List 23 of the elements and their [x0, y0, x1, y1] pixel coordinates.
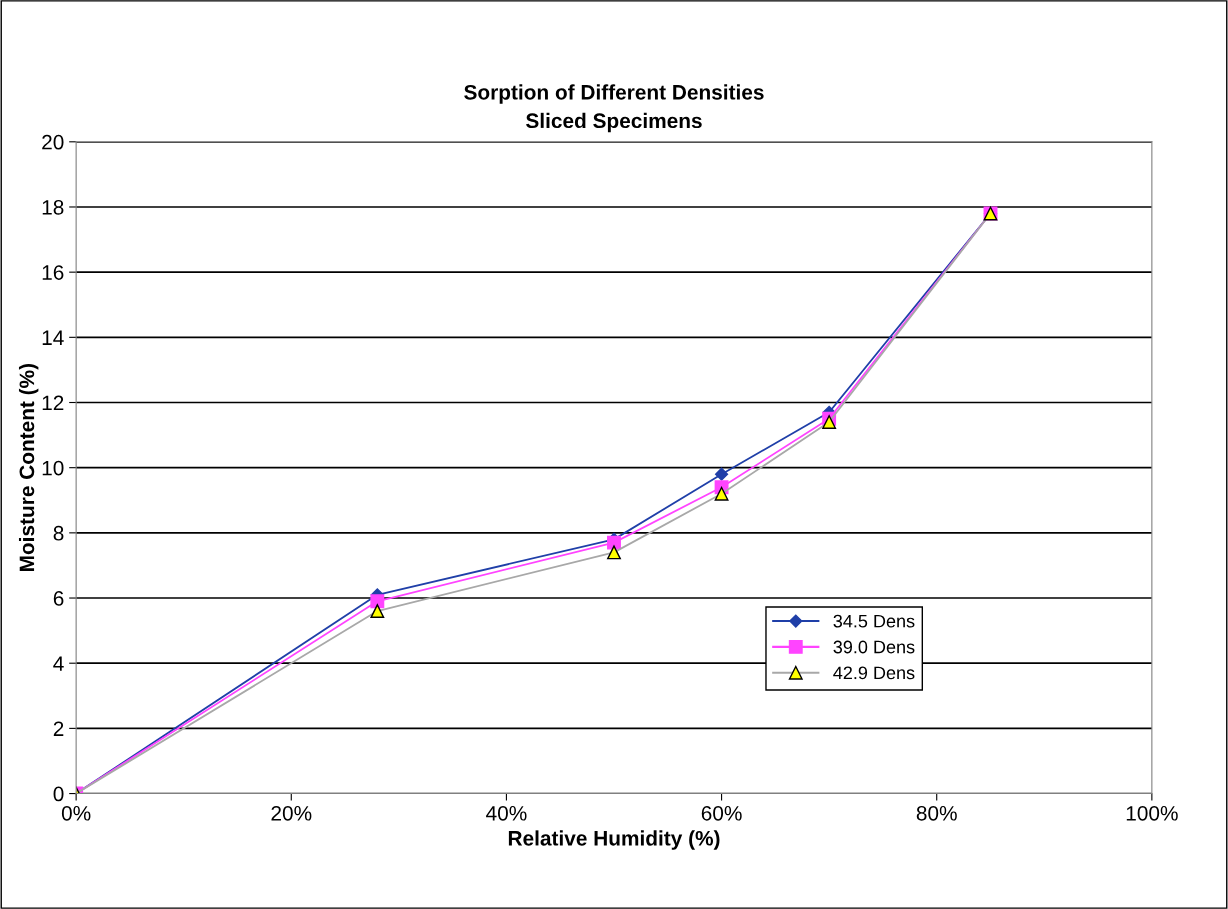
chart-title: Sorption of Different Densities Sliced Specimens — [464, 84, 764, 133]
legend-label: 42.9 Dens — [833, 666, 915, 680]
y-tick-label: 20 — [42, 134, 64, 150]
x-tick-label: 20% — [271, 805, 312, 821]
x-tick-label: 100% — [1126, 805, 1178, 821]
legend-label: 39.0 Dens — [833, 640, 915, 654]
y-tick-label: 18 — [42, 199, 64, 215]
y-tick-label: 12 — [42, 395, 64, 411]
x-tick-label: 40% — [486, 805, 527, 821]
x-axis-title: Relative Humidity (%) — [508, 830, 720, 850]
y-tick-label: 10 — [42, 460, 64, 476]
y-tick-label: 0 — [53, 786, 64, 802]
y-tick-label: 16 — [42, 265, 64, 280]
y-tick-label: 6 — [53, 591, 64, 606]
x-tick-label: 0% — [61, 805, 91, 821]
y-tick-label: 4 — [53, 656, 64, 671]
y-tick-label: 2 — [53, 721, 64, 736]
legend-label: 34.5 Dens — [833, 614, 915, 628]
y-tick-label: 14 — [42, 330, 64, 345]
x-tick-label: 60% — [701, 805, 742, 821]
y-axis-title: Moisture Content (%) — [18, 363, 39, 572]
y-tick-label: 8 — [53, 525, 64, 541]
x-tick-label: 80% — [916, 805, 957, 821]
